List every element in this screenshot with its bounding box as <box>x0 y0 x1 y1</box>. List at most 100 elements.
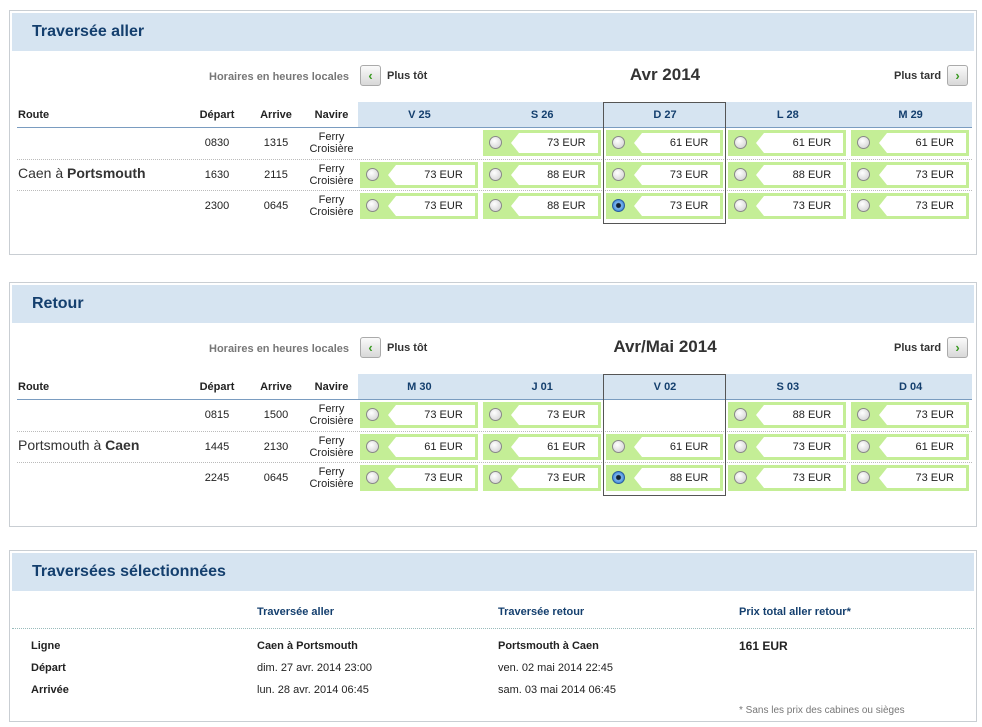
fare-option[interactable]: 61 EUR <box>728 130 847 156</box>
radio-button[interactable] <box>734 408 748 421</box>
radio-button[interactable] <box>366 440 379 453</box>
later-button[interactable]: › <box>947 65 968 86</box>
radio-button[interactable] <box>488 471 502 484</box>
fare-price: 73 EUR <box>633 165 721 185</box>
fare-option[interactable]: 88 EUR <box>605 465 724 491</box>
day-header[interactable]: L 28 <box>776 109 799 121</box>
radio-selected[interactable] <box>611 199 625 212</box>
fare-option[interactable]: 88 EUR <box>482 193 601 219</box>
radio-button[interactable] <box>366 199 379 212</box>
day-header[interactable]: S 03 <box>776 381 800 393</box>
radio-button[interactable] <box>366 471 379 484</box>
radio-button[interactable] <box>366 408 379 421</box>
radio-button[interactable] <box>611 168 625 181</box>
header-depart: Départ <box>199 381 235 393</box>
radio-button[interactable] <box>488 168 502 181</box>
fare-option[interactable]: 88 EUR <box>482 162 601 188</box>
header-ship: Navire <box>314 109 349 121</box>
earlier-link[interactable]: Plus tôt <box>387 70 428 82</box>
arrive-time: 0645 <box>263 200 289 212</box>
schedule-row: 1630 2115 Ferry Croisière 73 EUR 88 EUR 73 EU… <box>17 159 972 190</box>
later-link[interactable]: Plus tard <box>894 342 942 354</box>
later-link[interactable]: Plus tard <box>894 70 942 82</box>
fare-option[interactable]: 61 EUR <box>851 434 969 460</box>
radio-button[interactable] <box>857 440 871 453</box>
day-header[interactable]: V 25 <box>408 109 431 121</box>
header-arrive: Arrive <box>260 109 292 121</box>
radio-button[interactable] <box>734 199 748 212</box>
fare-price: 73 EUR <box>633 196 721 216</box>
fare-option[interactable]: 61 EUR <box>851 130 969 156</box>
earlier-button[interactable]: ‹ <box>360 65 381 86</box>
radio-button[interactable] <box>857 199 871 212</box>
fare-price: 73 EUR <box>510 405 598 425</box>
radio-button[interactable] <box>734 471 748 484</box>
fare-option[interactable]: 88 EUR <box>728 162 847 188</box>
fare-option[interactable]: 73 EUR <box>482 465 601 491</box>
radio-selected[interactable] <box>611 471 625 484</box>
route-to: Caen <box>105 437 140 453</box>
radio-button[interactable] <box>857 136 871 149</box>
date-toolbar: Horaires en heures locales ‹ Plus tôt Avr/M… <box>10 337 976 361</box>
day-header[interactable]: S 26 <box>530 109 554 121</box>
header-underline <box>17 399 358 400</box>
radio-button[interactable] <box>857 168 871 181</box>
route-from: Portsmouth à <box>18 437 106 453</box>
earlier-link[interactable]: Plus tôt <box>387 342 428 354</box>
day-header[interactable]: M 30 <box>407 381 432 393</box>
fare-option[interactable]: 73 EUR <box>851 465 969 491</box>
earlier-button[interactable]: ‹ <box>360 337 381 358</box>
fare-option[interactable]: 61 EUR <box>360 434 478 460</box>
header-row: Route Départ Arrive Navire V 25 S 26 D 27 L 28 M… <box>17 102 972 128</box>
fare-option[interactable]: 73 EUR <box>851 402 969 428</box>
radio-button[interactable] <box>734 136 748 149</box>
fare-price: 73 EUR <box>388 405 475 425</box>
radio-button[interactable] <box>488 136 502 149</box>
radio-button[interactable] <box>734 168 748 181</box>
day-header[interactable]: D 04 <box>898 381 923 393</box>
fare-option[interactable]: 73 EUR <box>851 193 969 219</box>
ret-depart: ven. 02 mai 2014 22:45 <box>498 662 613 674</box>
label-depart: Départ <box>31 662 66 674</box>
fare-price: 73 EUR <box>388 196 475 216</box>
chevron-left-icon: ‹ <box>368 340 373 355</box>
radio-button[interactable] <box>488 408 502 421</box>
fare-price: 61 EUR <box>633 133 721 153</box>
fare-option[interactable]: 73 EUR <box>851 162 969 188</box>
fare-option[interactable]: 73 EUR <box>605 193 724 219</box>
header-ship: Navire <box>314 381 349 393</box>
radio-button[interactable] <box>611 136 625 149</box>
chevron-left-icon: ‹ <box>368 68 373 83</box>
fare-option[interactable]: 73 EUR <box>728 434 847 460</box>
fare-option[interactable]: 61 EUR <box>605 130 724 156</box>
day-header[interactable]: D 27 <box>653 109 677 121</box>
fare-option[interactable]: 73 EUR <box>728 193 847 219</box>
fare-option[interactable]: 61 EUR <box>605 434 724 460</box>
fare-option[interactable]: 73 EUR <box>360 162 478 188</box>
radio-button[interactable] <box>488 440 502 453</box>
day-header[interactable]: V 02 <box>653 381 677 393</box>
fare-option[interactable]: 73 EUR <box>360 402 478 428</box>
radio-button[interactable] <box>488 199 502 212</box>
local-time-label: Horaires en heures locales <box>209 71 350 83</box>
fare-option[interactable]: 73 EUR <box>728 465 847 491</box>
depart-time: 1445 <box>204 441 230 453</box>
fare-option[interactable]: 73 EUR <box>605 162 724 188</box>
depart-time: 1630 <box>204 169 230 181</box>
fare-option[interactable]: 73 EUR <box>482 130 601 156</box>
radio-button[interactable] <box>857 408 871 421</box>
chevron-right-icon: › <box>955 68 960 83</box>
later-button[interactable]: › <box>947 337 968 358</box>
radio-button[interactable] <box>611 440 625 453</box>
fare-option[interactable]: 73 EUR <box>360 193 478 219</box>
radio-button[interactable] <box>734 440 748 453</box>
ship-name: Ferry Croisière <box>309 435 354 459</box>
fare-option[interactable]: 61 EUR <box>482 434 601 460</box>
day-header[interactable]: J 01 <box>531 381 553 393</box>
day-header[interactable]: M 29 <box>898 109 923 121</box>
fare-option[interactable]: 73 EUR <box>360 465 478 491</box>
fare-option[interactable]: 88 EUR <box>728 402 847 428</box>
radio-button[interactable] <box>857 471 871 484</box>
fare-option[interactable]: 73 EUR <box>482 402 601 428</box>
radio-button[interactable] <box>366 168 379 181</box>
